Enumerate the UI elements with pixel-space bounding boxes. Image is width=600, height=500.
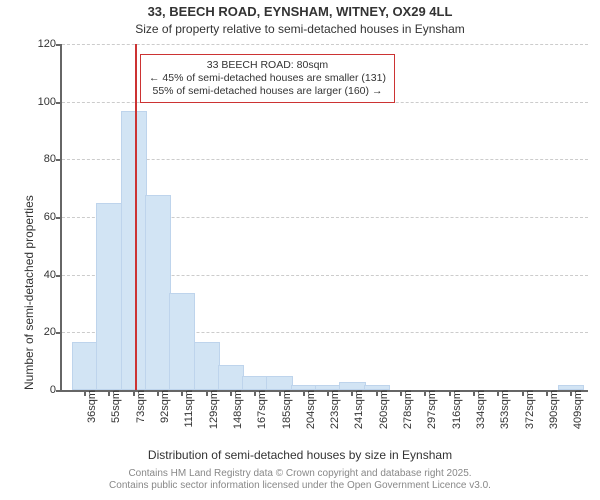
property-marker-line	[135, 44, 137, 390]
x-axis-label: Distribution of semi-detached houses by …	[0, 448, 600, 462]
x-tick-label: 409sqm	[570, 390, 584, 429]
x-tick-label: 390sqm	[546, 390, 560, 429]
bar	[194, 342, 220, 390]
x-tick-label: 167sqm	[254, 390, 268, 429]
x-tick-label: 353sqm	[497, 390, 511, 429]
y-tick-label: 80	[44, 153, 62, 165]
x-tick-label: 55sqm	[108, 390, 122, 423]
y-tick-label: 0	[50, 384, 62, 396]
gridline	[62, 44, 588, 45]
x-tick-label: 73sqm	[133, 390, 147, 423]
plot-area: 02040608010012036sqm55sqm73sqm92sqm111sq…	[60, 44, 588, 392]
footer-line-1: Contains HM Land Registry data © Crown c…	[128, 468, 471, 479]
x-tick-label: 129sqm	[206, 390, 220, 429]
bar	[339, 382, 365, 390]
annotation-line: 55% of semi-detached houses are larger (…	[149, 85, 386, 98]
bar	[72, 342, 98, 390]
x-tick-label: 241sqm	[351, 390, 365, 429]
x-tick-label: 111sqm	[181, 390, 195, 428]
bar	[145, 195, 171, 390]
bar	[218, 365, 244, 390]
chart-footer: Contains HM Land Registry data © Crown c…	[0, 468, 600, 492]
annotation-line: 33 BEECH ROAD: 80sqm	[149, 59, 386, 72]
bar	[169, 293, 195, 390]
chart-container: 33, BEECH ROAD, EYNSHAM, WITNEY, OX29 4L…	[0, 0, 600, 500]
x-tick-label: 297sqm	[424, 390, 438, 429]
bar	[242, 376, 268, 390]
x-tick-label: 334sqm	[473, 390, 487, 429]
y-tick-label: 100	[38, 96, 62, 108]
chart-subtitle: Size of property relative to semi-detach…	[0, 22, 600, 36]
annotation-line: ← 45% of semi-detached houses are smalle…	[149, 72, 386, 85]
bar	[266, 376, 292, 390]
x-tick-label: 372sqm	[522, 390, 536, 429]
x-tick-label: 223sqm	[327, 390, 341, 429]
bar	[121, 111, 147, 390]
x-tick-label: 204sqm	[303, 390, 317, 429]
footer-line-2: Contains public sector information licen…	[109, 480, 491, 491]
y-tick-label: 40	[44, 269, 62, 281]
x-tick-label: 185sqm	[279, 390, 293, 429]
y-tick-label: 120	[38, 38, 62, 50]
y-tick-label: 20	[44, 326, 62, 338]
x-tick-label: 92sqm	[157, 390, 171, 423]
y-axis-label: Number of semi-detached properties	[22, 195, 36, 390]
x-tick-label: 278sqm	[400, 390, 414, 429]
chart-title: 33, BEECH ROAD, EYNSHAM, WITNEY, OX29 4L…	[0, 4, 600, 19]
x-tick-label: 148sqm	[230, 390, 244, 429]
annotation-box: 33 BEECH ROAD: 80sqm← 45% of semi-detach…	[140, 54, 395, 103]
y-tick-label: 60	[44, 211, 62, 223]
x-tick-label: 260sqm	[376, 390, 390, 429]
bar	[96, 203, 122, 390]
x-tick-label: 316sqm	[449, 390, 463, 429]
x-tick-label: 36sqm	[84, 390, 98, 423]
